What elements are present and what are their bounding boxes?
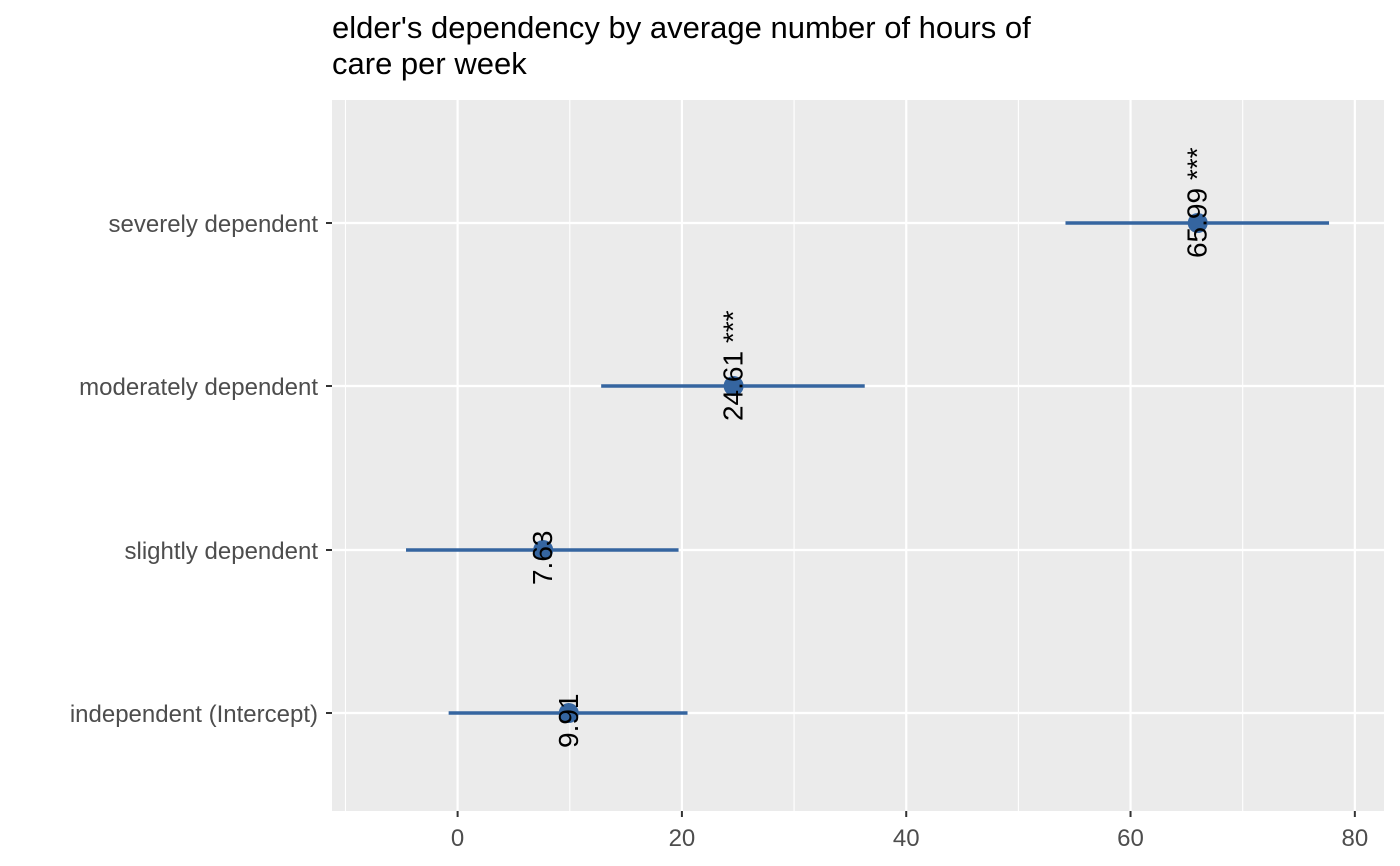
estimate-point	[723, 376, 744, 396]
estimate-label: 24.61 ***	[718, 310, 749, 421]
y-tick-label: slightly dependent	[125, 538, 319, 565]
x-tick-label: 0	[451, 825, 464, 852]
plot-panel	[332, 100, 1384, 811]
x-tick-label: 20	[669, 825, 696, 852]
chart-title-line-2: care per week	[332, 46, 527, 81]
x-tick-label: 80	[1341, 825, 1368, 852]
y-tick-label: moderately dependent	[79, 374, 318, 401]
estimate-label: 9.91	[553, 694, 584, 749]
estimate-point	[558, 703, 579, 723]
y-tick-label: independent (Intercept)	[70, 701, 318, 728]
estimate-point	[533, 540, 554, 560]
x-tick-label: 60	[1117, 825, 1144, 852]
chart-title: elder's dependency by average number of …	[332, 10, 1031, 82]
y-tick-label: severely dependent	[109, 211, 319, 238]
chart-title-line-1: elder's dependency by average number of …	[332, 10, 1031, 45]
estimate-label: 65.99 ***	[1182, 147, 1213, 258]
estimate-point	[1187, 213, 1208, 233]
x-tick-label: 40	[893, 825, 920, 852]
estimate-label: 7.63	[527, 531, 558, 586]
